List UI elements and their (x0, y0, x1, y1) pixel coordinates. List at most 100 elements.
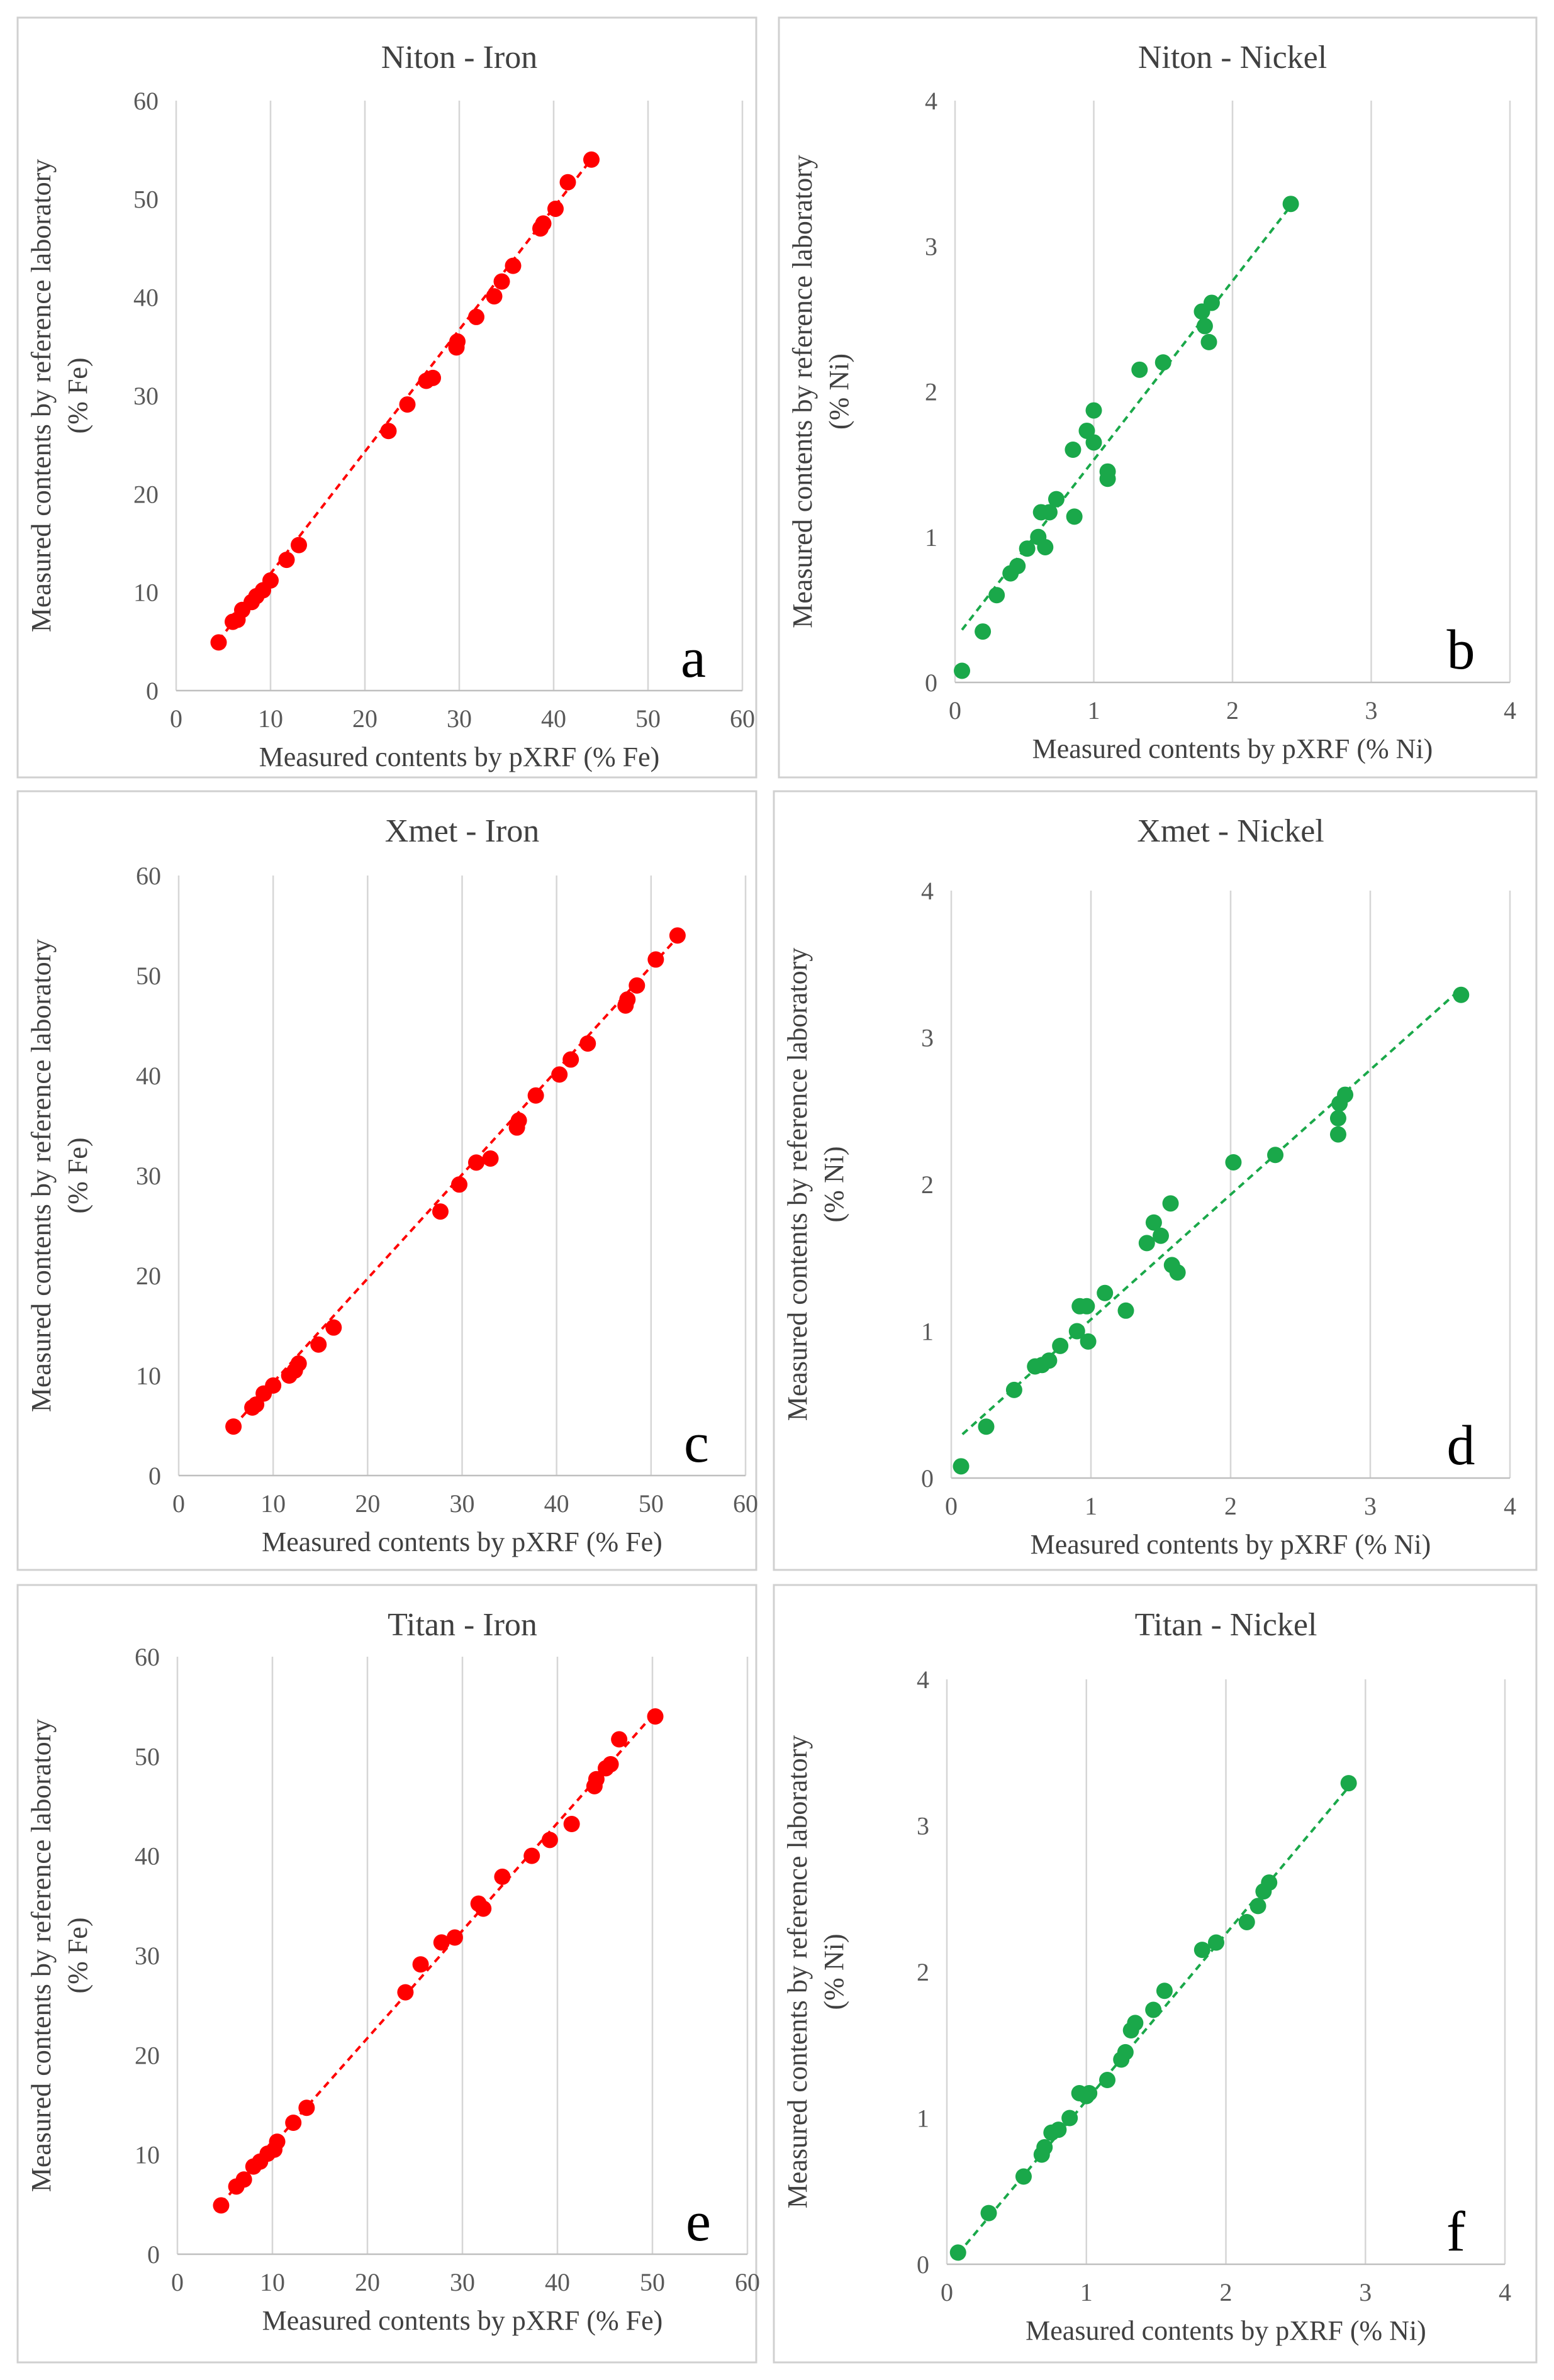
data-point (210, 634, 227, 651)
y-axis-label: Measured contents by reference laborator… (26, 159, 57, 633)
data-point (1061, 2110, 1078, 2127)
data-point (1099, 2072, 1116, 2089)
y-tick-label: 0 (146, 677, 159, 705)
data-point (432, 1203, 449, 1220)
data-point (298, 2099, 315, 2116)
data-point (1009, 558, 1026, 574)
y-tick-label: 40 (136, 1062, 161, 1090)
data-point (535, 215, 552, 232)
data-point (949, 2244, 966, 2261)
panel-letter: a (681, 627, 706, 689)
chart-panel-c: 0 10 20 30 40 50 60 0 10 20 30 40 50 60 Xmet - Iron Mea… (16, 790, 758, 1571)
y-axis-label: Measured contents by reference laborator… (782, 948, 813, 1421)
data-point (1036, 2139, 1053, 2155)
chart-panel-b: 0 1 2 3 4 0 1 2 3 4 Niton - Nickel Measured content… (778, 16, 1538, 779)
x-tick-label: 60 (735, 2268, 760, 2296)
data-point (482, 1150, 499, 1167)
x-tick-label: 40 (541, 704, 566, 733)
x-tick-label: 30 (447, 704, 472, 733)
data-point (310, 1336, 327, 1353)
y-axis-unit-label: (% Fe) (62, 358, 93, 434)
x-tick-label: 1 (1080, 2278, 1093, 2306)
data-point (1117, 2044, 1134, 2060)
y-tick-label: 3 (921, 1024, 934, 1052)
x-tick-label: 0 (172, 1489, 185, 1518)
data-point (647, 951, 664, 968)
x-tick-label: 0 (945, 1492, 958, 1520)
data-point (1131, 361, 1148, 378)
data-point (611, 1731, 628, 1748)
panel-letter: b (1447, 619, 1475, 681)
data-point (433, 1934, 450, 1951)
data-point (1329, 1126, 1346, 1143)
data-point (1065, 442, 1082, 458)
x-axis-label: Measured contents by pXRF (% Fe) (262, 2305, 663, 2336)
y-tick-label: 1 (925, 523, 937, 552)
y-axis-label: Measured contents by reference laborator… (787, 155, 818, 628)
y-tick-label: 60 (136, 862, 161, 890)
data-point (1037, 538, 1054, 555)
y-tick-label: 1 (917, 2105, 929, 2133)
data-point (1097, 1284, 1114, 1301)
y-tick-label: 0 (921, 1464, 934, 1493)
data-point (953, 1458, 970, 1475)
data-point (978, 1418, 995, 1435)
data-point (1138, 1235, 1155, 1252)
y-tick-label: 50 (136, 962, 161, 990)
x-tick-label: 40 (544, 1489, 569, 1518)
x-tick-label: 50 (635, 704, 661, 733)
y-axis-unit-label: (% Ni) (819, 1147, 849, 1223)
data-point (1099, 470, 1116, 487)
y-tick-label: 20 (133, 480, 159, 508)
panel-frame (773, 790, 1538, 1571)
x-tick-label: 50 (639, 1489, 664, 1518)
x-tick-label: 10 (260, 1489, 286, 1518)
data-point (1052, 1337, 1069, 1354)
data-point (1156, 1982, 1173, 1999)
data-point (1282, 196, 1299, 213)
y-tick-label: 3 (917, 1812, 929, 1840)
data-point (1078, 1298, 1095, 1315)
chart-title: Xmet - Iron (385, 813, 539, 849)
data-point (547, 200, 564, 217)
data-point (397, 1984, 414, 2001)
y-axis-unit-label: (% Ni) (824, 353, 854, 430)
y-tick-label: 10 (135, 2141, 160, 2169)
y-tick-label: 60 (133, 87, 159, 115)
x-tick-label: 4 (1504, 696, 1516, 725)
x-tick-label: 10 (258, 704, 283, 733)
panel-letter: c (684, 1412, 709, 1474)
data-point (980, 2205, 997, 2222)
data-point (269, 2133, 286, 2150)
y-tick-label: 4 (925, 87, 937, 115)
y-tick-label: 10 (133, 579, 159, 607)
data-point (262, 572, 279, 589)
data-point (523, 1847, 540, 1864)
y-axis-unit-label: (% Fe) (62, 1138, 93, 1214)
data-point (399, 396, 416, 413)
y-tick-label: 2 (925, 378, 937, 406)
x-tick-label: 4 (1504, 1492, 1516, 1520)
data-point (1041, 1352, 1058, 1369)
data-point (1085, 402, 1102, 419)
data-point (278, 552, 295, 569)
data-point (1066, 508, 1083, 525)
data-point (1196, 318, 1213, 335)
data-point (486, 288, 503, 305)
data-point (1340, 1775, 1357, 1792)
data-point (1081, 2084, 1098, 2101)
panel-frame (16, 790, 757, 1571)
y-tick-label: 0 (925, 669, 937, 697)
data-point (1080, 1333, 1097, 1350)
panel-letter: e (686, 2191, 711, 2253)
data-point (975, 623, 992, 640)
x-tick-label: 3 (1365, 696, 1378, 725)
x-tick-label: 60 (733, 1489, 758, 1518)
y-tick-label: 10 (136, 1362, 161, 1390)
data-point (954, 662, 971, 679)
data-point (1162, 1195, 1179, 1212)
y-tick-label: 0 (917, 2250, 929, 2279)
data-point (629, 977, 646, 994)
data-point (1267, 1147, 1284, 1164)
